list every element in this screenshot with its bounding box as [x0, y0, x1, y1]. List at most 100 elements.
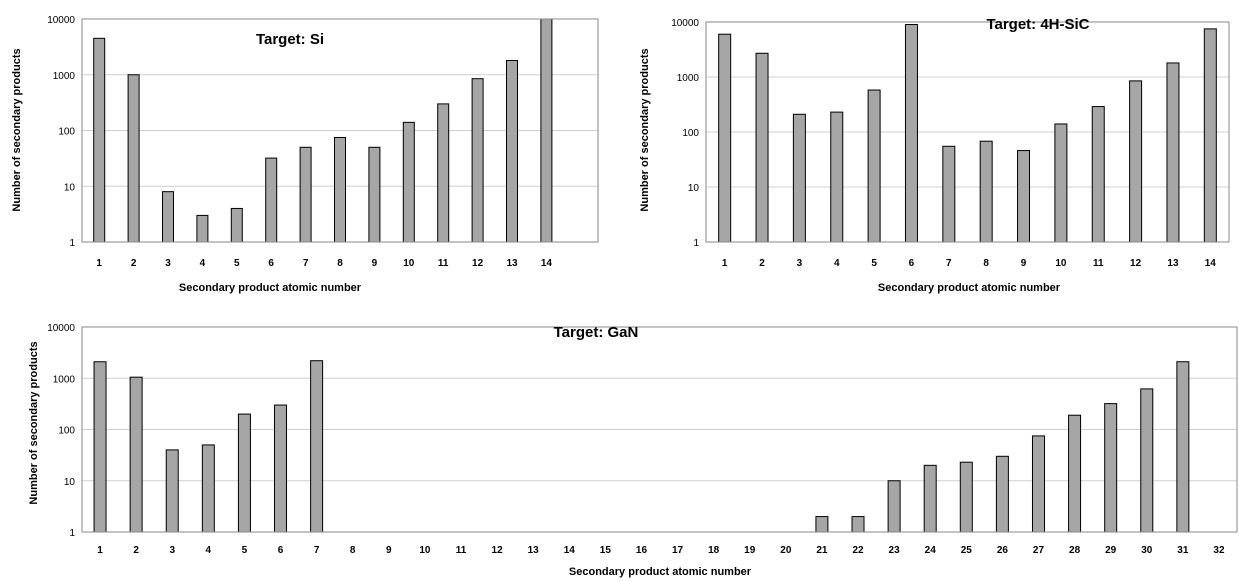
bar [201, 444, 215, 533]
y-tick-label: 1000 [53, 71, 76, 82]
x-tick-label: 14 [564, 545, 576, 556]
x-tick-label: 27 [1033, 545, 1045, 556]
plot-area-frame [81, 326, 1238, 533]
bar [93, 361, 107, 533]
x-tick-label: 12 [472, 258, 484, 269]
bar [815, 516, 829, 533]
bar [887, 480, 901, 533]
y-tick-label: 1 [693, 238, 699, 249]
chart-title: Target: GaN [554, 324, 639, 341]
plot-area-frame [81, 18, 599, 243]
x-tick-label: 20 [780, 545, 792, 556]
bar [995, 455, 1009, 533]
x-tick-label: 6 [278, 545, 284, 556]
x-tick-label: 6 [268, 258, 274, 269]
y-tick-label: 10000 [47, 323, 75, 334]
x-tick-label: 7 [314, 545, 320, 556]
y-tick-label: 1000 [53, 374, 76, 385]
bar [471, 78, 484, 243]
x-tick-label: 7 [303, 258, 309, 269]
bar [1017, 150, 1031, 243]
x-tick-label: 32 [1213, 545, 1225, 556]
bar [959, 461, 973, 533]
bar [162, 191, 174, 243]
bar [1176, 361, 1190, 533]
x-tick-label: 8 [337, 258, 343, 269]
bar [755, 52, 769, 243]
x-tick-label: 11 [456, 545, 467, 556]
bar [540, 18, 553, 243]
bar [127, 74, 140, 243]
x-tick-label: 3 [169, 545, 175, 556]
x-tick-label: 5 [234, 258, 240, 269]
bar [93, 37, 106, 243]
x-tick-label: 10 [419, 545, 431, 556]
bar [237, 413, 251, 533]
y-tick-label: 1 [69, 528, 75, 539]
y-tick-label: 10 [64, 182, 76, 193]
x-tick-label: 10 [1055, 258, 1067, 269]
plot-area-frame [705, 21, 1230, 243]
x-tick-label: 18 [708, 545, 720, 556]
bar [1054, 123, 1068, 243]
x-tick-label: 5 [871, 258, 877, 269]
bar [165, 449, 179, 533]
x-tick-label: 2 [133, 545, 139, 556]
x-tick-label: 13 [506, 258, 518, 269]
x-tick-label: 12 [492, 545, 504, 556]
bar [299, 146, 312, 243]
bar [1104, 403, 1118, 533]
x-tick-label: 9 [386, 545, 392, 556]
x-tick-label: 4 [206, 545, 212, 556]
x-tick-label: 23 [889, 545, 901, 556]
bar [506, 60, 518, 243]
bar [334, 136, 346, 243]
x-axis-label: Secondary product atomic number [878, 282, 1061, 294]
bar [1203, 28, 1217, 243]
bar [310, 360, 324, 533]
bar [792, 113, 806, 243]
x-tick-label: 10 [403, 258, 415, 269]
bar [867, 89, 881, 243]
x-tick-label: 13 [1167, 258, 1179, 269]
bar [274, 404, 288, 533]
x-tick-label: 28 [1069, 545, 1081, 556]
y-axis-label: Number of secondary products [639, 48, 651, 211]
x-axis-label: Secondary product atomic number [179, 282, 362, 294]
bar [923, 464, 937, 533]
y-axis-label: Number of secondary products [11, 48, 23, 211]
y-tick-label: 1 [69, 238, 75, 249]
y-tick-label: 100 [58, 127, 75, 138]
bar [1091, 106, 1105, 243]
x-tick-label: 11 [438, 258, 449, 269]
y-tick-label: 10000 [671, 18, 699, 29]
y-tick-label: 10 [64, 477, 76, 488]
x-tick-label: 22 [852, 545, 864, 556]
x-tick-label: 26 [997, 545, 1009, 556]
x-tick-label: 17 [672, 545, 684, 556]
y-tick-label: 100 [58, 426, 75, 437]
bar [196, 214, 209, 243]
y-tick-label: 1000 [677, 73, 700, 84]
x-tick-label: 7 [946, 258, 952, 269]
y-tick-label: 10 [688, 183, 700, 194]
x-tick-label: 29 [1105, 545, 1117, 556]
y-tick-label: 10000 [47, 15, 75, 26]
x-tick-label: 2 [759, 258, 765, 269]
y-axis-label: Number of secondary products [28, 341, 40, 504]
x-tick-label: 9 [372, 258, 378, 269]
x-tick-label: 12 [1130, 258, 1142, 269]
bar [830, 111, 844, 243]
x-tick-label: 9 [1021, 258, 1027, 269]
x-tick-label: 11 [1093, 258, 1104, 269]
bar [904, 24, 918, 243]
x-tick-label: 21 [816, 545, 828, 556]
x-tick-label: 19 [744, 545, 756, 556]
bar [368, 146, 381, 243]
x-tick-label: 1 [722, 258, 728, 269]
x-tick-label: 1 [96, 258, 102, 269]
x-tick-label: 3 [165, 258, 171, 269]
bar [402, 121, 415, 243]
